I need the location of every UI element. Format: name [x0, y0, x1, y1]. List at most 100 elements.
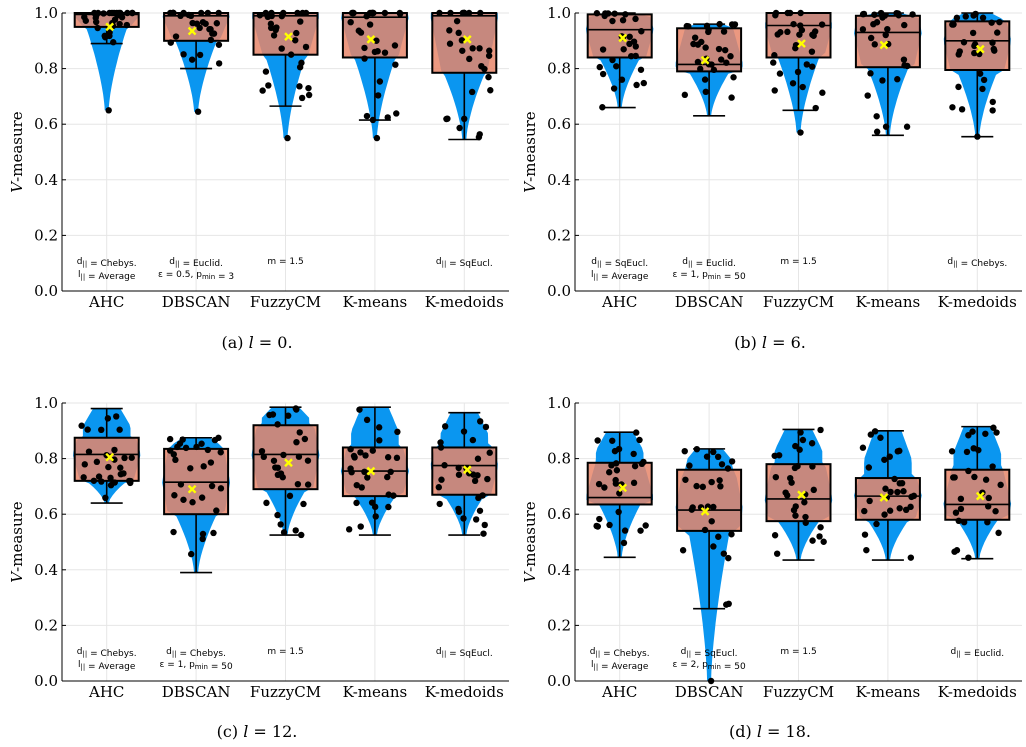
x-tick-label: AHC	[88, 683, 124, 700]
data-point	[900, 56, 908, 63]
data-point	[100, 10, 107, 17]
mean-marker	[797, 490, 806, 500]
data-point	[107, 474, 114, 482]
data-point	[369, 447, 376, 454]
data-point	[294, 9, 301, 17]
mean-marker	[975, 44, 985, 54]
data-point	[189, 499, 196, 506]
data-point	[881, 511, 888, 518]
data-point	[903, 123, 911, 130]
data-point	[384, 473, 391, 481]
caption-a: (a) l = 0.	[157, 333, 357, 352]
caption-c-value: = 12.	[248, 722, 298, 741]
data-point	[124, 9, 131, 17]
data-point	[608, 462, 615, 469]
data-point	[716, 20, 723, 28]
data-point	[867, 70, 874, 77]
data-point	[613, 63, 620, 70]
param-annotation: m = 1.5	[780, 647, 816, 657]
data-point	[272, 26, 279, 34]
caption-b-value: = 6.	[767, 333, 806, 352]
data-point	[460, 515, 467, 522]
data-point	[466, 55, 473, 63]
param-annotation: ε = 1, pmin = 50	[672, 270, 745, 282]
data-point	[95, 473, 103, 480]
data-point	[877, 434, 884, 441]
data-point	[633, 429, 640, 436]
param-annotation: m = 1.5	[780, 257, 816, 267]
y-tick-label: 0.6	[34, 505, 58, 523]
data-point	[995, 529, 1002, 537]
data-point	[198, 494, 206, 501]
data-point	[482, 423, 490, 431]
data-point	[717, 483, 724, 490]
x-tick-label: K-means	[343, 683, 408, 700]
data-point	[207, 26, 214, 33]
data-point	[720, 550, 728, 557]
mean-marker	[975, 491, 985, 501]
data-point	[455, 471, 463, 478]
data-point	[599, 70, 607, 78]
data-point	[180, 496, 187, 503]
data-point	[387, 468, 394, 476]
data-point	[347, 445, 354, 453]
y-tick-label: 0.6	[547, 115, 571, 133]
data-point	[620, 539, 628, 547]
data-point	[682, 476, 689, 483]
y-tick-label: 0.0	[547, 672, 571, 690]
data-point	[859, 26, 867, 33]
outlier-point	[797, 129, 804, 136]
data-point	[861, 531, 869, 538]
data-point	[179, 436, 186, 443]
data-point	[701, 526, 709, 534]
data-point	[907, 554, 915, 561]
data-point	[993, 429, 1000, 436]
caption-c-var: l	[243, 722, 249, 741]
data-point	[293, 29, 300, 37]
data-point	[965, 554, 972, 561]
data-point	[84, 426, 91, 433]
data-point	[256, 12, 264, 19]
data-point	[469, 436, 477, 444]
data-point	[351, 454, 358, 461]
outlier-point	[105, 107, 112, 114]
x-tick-label: FuzzyCM	[763, 293, 834, 310]
data-point	[187, 550, 195, 558]
data-point	[638, 460, 646, 468]
data-point	[446, 27, 453, 34]
data-point	[215, 41, 223, 48]
y-axis-label: V-measure	[521, 501, 539, 582]
data-point	[384, 114, 391, 121]
data-point	[955, 83, 962, 91]
mean-marker	[105, 22, 115, 32]
data-point	[441, 423, 449, 430]
data-point	[476, 45, 483, 52]
data-point	[950, 474, 957, 481]
param-annotation: l|| = Average	[591, 660, 649, 672]
data-point	[797, 9, 804, 17]
data-point	[691, 34, 699, 41]
x-tick-label: K-medoids	[938, 293, 1017, 310]
data-point	[217, 485, 225, 492]
data-point	[436, 500, 443, 508]
data-point	[447, 9, 454, 17]
data-point	[714, 453, 722, 461]
caption-a-var: l	[248, 333, 254, 352]
data-point	[681, 91, 689, 99]
data-point	[969, 29, 977, 37]
data-point	[193, 443, 200, 451]
data-point	[873, 128, 881, 135]
data-point	[808, 48, 816, 55]
data-point	[353, 499, 360, 507]
violin-ahc	[73, 13, 140, 111]
data-point	[384, 454, 392, 461]
data-point	[304, 481, 312, 488]
data-point	[963, 448, 971, 456]
data-point	[199, 535, 206, 543]
data-point	[871, 41, 878, 48]
data-point	[301, 435, 309, 443]
data-point	[347, 18, 354, 26]
data-point	[698, 38, 705, 46]
data-point	[274, 511, 281, 519]
data-point	[177, 481, 185, 488]
